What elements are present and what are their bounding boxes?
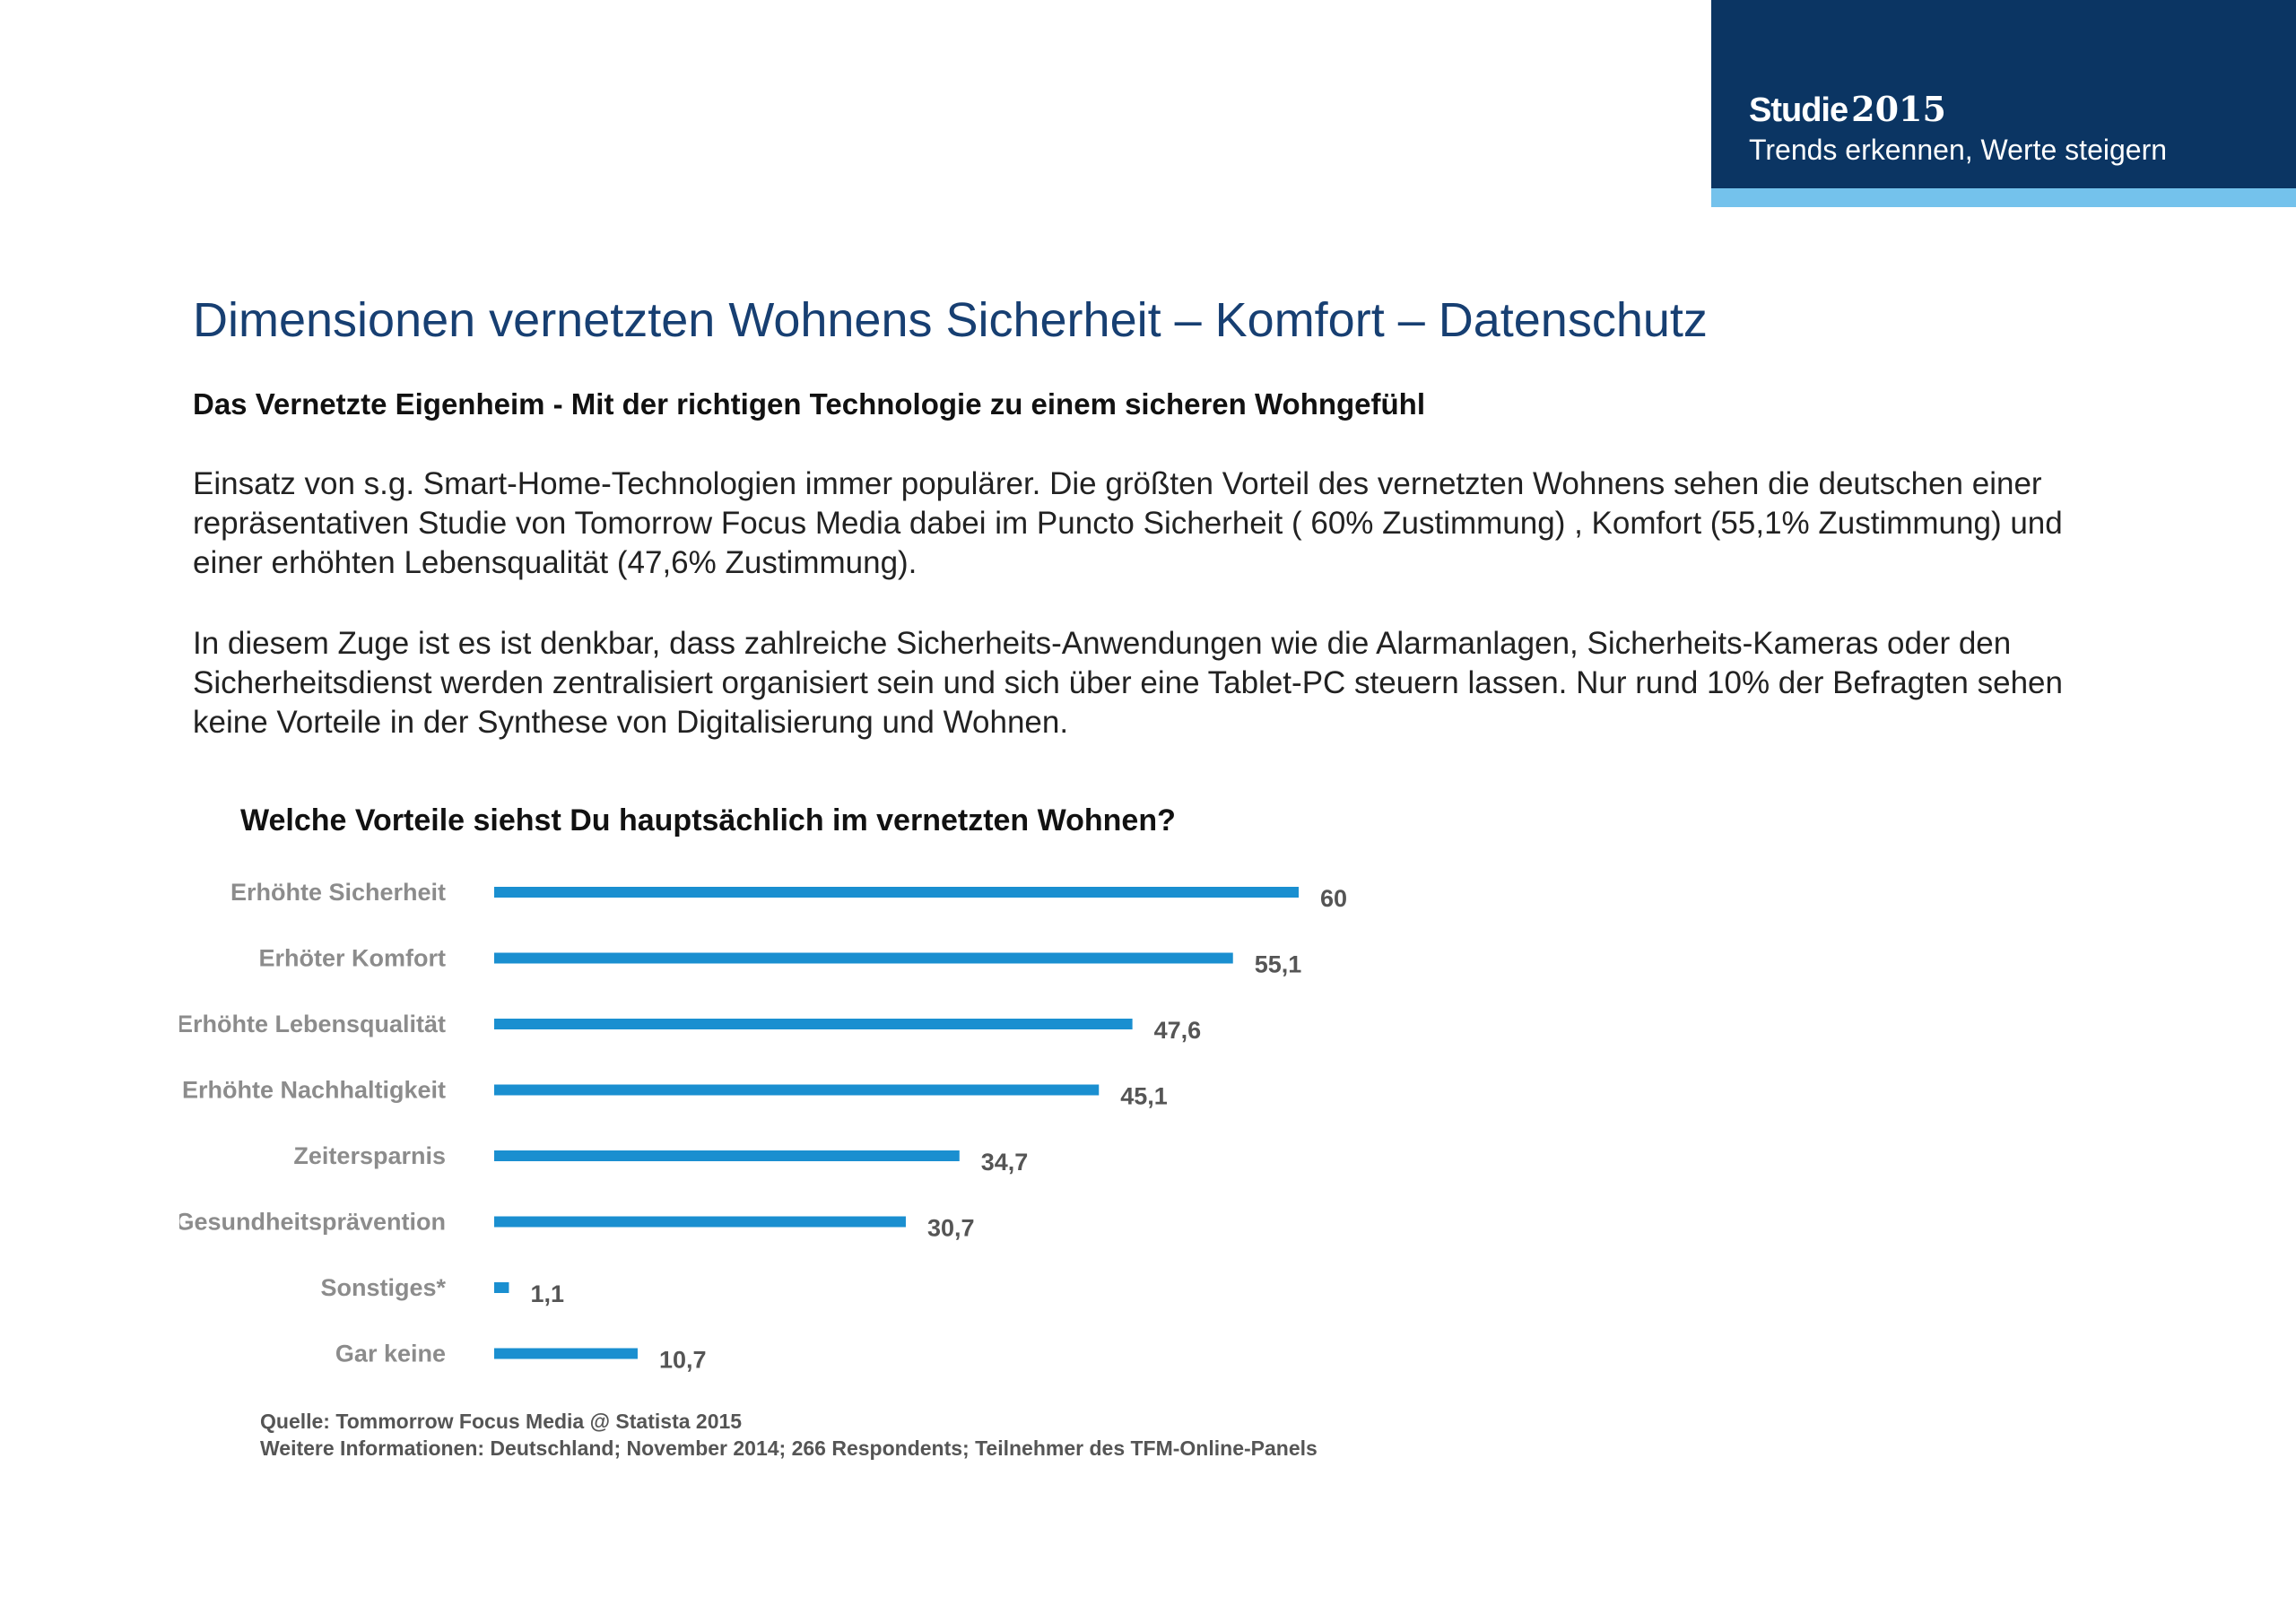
category-label-gar-keine: Gar keine [335,1341,446,1367]
bar-zeitersparnis [494,1150,960,1161]
bar-erh-hte-sicherheit [494,887,1299,898]
brand-subtitle: Trends erkennen, Werte steigern [1749,134,2168,166]
value-label-erh-hte-nachhaltigkeit: 45,1 [1120,1083,1168,1110]
bar-gar-keine [494,1348,638,1359]
value-label-zeitersparnis: 34,7 [981,1149,1029,1176]
bar-gesundheitspr-vention [494,1216,906,1228]
chart-source: Quelle: Tommorrow Focus Media @ Statista… [260,1408,1318,1462]
category-label-erh-hte-lebensqualit-t: Erhöhte Lebensqualität [179,1011,446,1037]
source-info-line: Weitere Informationen: Deutschland; Nove… [260,1436,1318,1460]
source-line: Quelle: Tommorrow Focus Media @ Statista… [260,1410,743,1433]
value-label-erh-hte-sicherheit: 60 [1320,885,1347,912]
bar-chart: Erhöhte Sicherheit 60 Erhöter Komfort 55,1 E… [179,879,1347,1374]
page-subtitle: Das Vernetzte Eigenheim - Mit der richti… [193,387,1425,421]
category-label-zeitersparnis: Zeitersparnis [293,1142,446,1169]
category-label-erh-hte-nachhaltigkeit: Erhöhte Nachhaltigkeit [182,1077,446,1104]
value-label-erh-hte-lebensqualit-t: 47,6 [1154,1017,1202,1044]
category-label-gesundheitspr-vention: Gesundheitsprävention [179,1209,446,1236]
chart-title: Welche Vorteile siehst Du hauptsächlich … [240,803,1176,838]
value-label-erh-ter-komfort: 55,1 [1255,951,1302,978]
brand-name: Studie [1749,91,1848,129]
value-label-sonstiges: 1,1 [530,1280,564,1307]
category-label-erh-ter-komfort: Erhöter Komfort [259,945,447,972]
brand-year: 2015 [1851,89,1946,129]
header-accent-stripe [1711,188,2296,207]
brand-logo: Studie 2015 [1749,90,1946,130]
category-label-sonstiges: Sonstiges* [320,1274,446,1301]
bar-erh-hte-nachhaltigkeit [494,1084,1100,1096]
page-title: Dimensionen vernetzten Wohnens Sicherhei… [193,293,1708,347]
detail-paragraph: In diesem Zuge ist es ist denkbar, dass … [193,626,2063,740]
category-label-erh-hte-sicherheit: Erhöhte Sicherheit [230,879,446,906]
intro-paragraph: Einsatz von s.g. Smart-Home-Technologien… [193,466,2063,580]
bar-sonstiges [494,1282,509,1293]
bar-erh-hte-lebensqualit-t [494,1019,1133,1029]
value-label-gesundheitspr-vention: 30,7 [927,1215,975,1242]
header-banner [1711,0,2296,188]
value-label-gar-keine: 10,7 [659,1347,707,1374]
bar-erh-ter-komfort [494,952,1233,964]
